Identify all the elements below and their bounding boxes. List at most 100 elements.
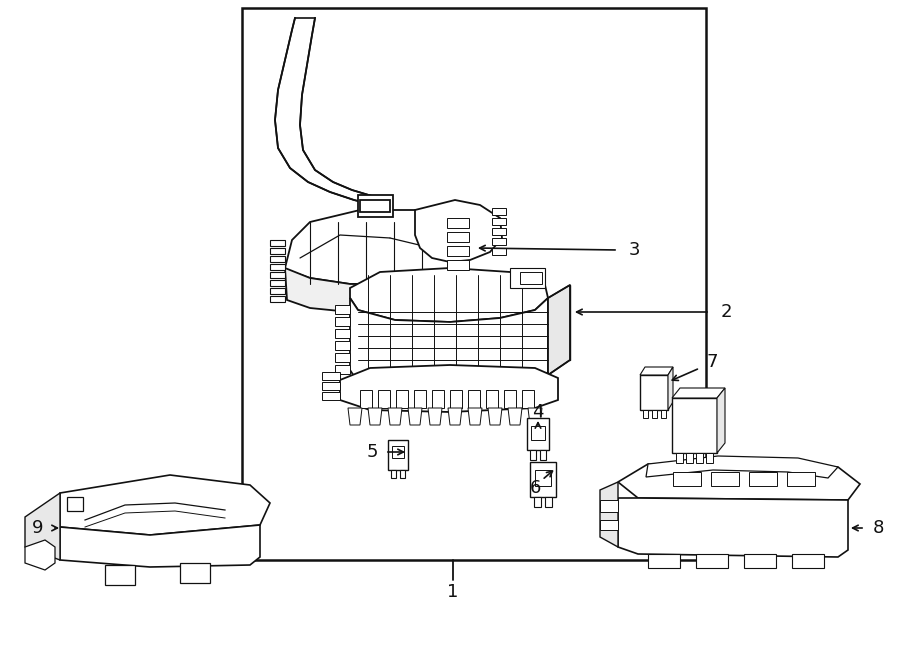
Bar — [322, 382, 340, 390]
Bar — [447, 232, 469, 242]
Polygon shape — [180, 563, 210, 583]
Bar — [492, 238, 506, 245]
Polygon shape — [335, 341, 350, 350]
Polygon shape — [488, 408, 502, 425]
Polygon shape — [275, 18, 390, 205]
Polygon shape — [25, 540, 55, 570]
Bar — [270, 296, 285, 302]
Polygon shape — [335, 353, 350, 362]
Polygon shape — [396, 390, 408, 408]
Polygon shape — [640, 375, 668, 410]
Text: 9: 9 — [32, 519, 44, 537]
Polygon shape — [600, 482, 618, 547]
Polygon shape — [528, 408, 542, 425]
Bar — [270, 240, 285, 246]
Polygon shape — [60, 475, 270, 535]
Polygon shape — [640, 367, 673, 375]
Bar — [447, 218, 469, 228]
Bar — [360, 200, 390, 212]
Polygon shape — [368, 408, 382, 425]
Bar — [711, 472, 739, 486]
Polygon shape — [335, 365, 350, 374]
Polygon shape — [428, 408, 442, 425]
Polygon shape — [335, 305, 350, 314]
Bar — [673, 472, 701, 486]
Polygon shape — [60, 525, 260, 567]
Polygon shape — [378, 390, 390, 408]
Bar — [545, 497, 552, 507]
Polygon shape — [508, 408, 522, 425]
Bar — [744, 554, 776, 568]
Bar — [447, 246, 469, 256]
Text: 8: 8 — [872, 519, 884, 537]
Text: 4: 4 — [532, 403, 544, 421]
Polygon shape — [527, 418, 549, 450]
Bar — [270, 280, 285, 286]
Polygon shape — [348, 408, 362, 425]
Bar — [661, 410, 666, 418]
Polygon shape — [432, 390, 444, 408]
Polygon shape — [618, 464, 860, 500]
Polygon shape — [335, 329, 350, 338]
Bar — [535, 470, 551, 486]
Bar — [270, 272, 285, 278]
Bar — [270, 288, 285, 294]
Polygon shape — [285, 265, 472, 312]
Bar — [531, 426, 545, 440]
Bar — [322, 392, 340, 400]
Bar — [696, 554, 728, 568]
Polygon shape — [668, 367, 673, 410]
Polygon shape — [468, 408, 482, 425]
Polygon shape — [388, 440, 408, 470]
Bar — [540, 450, 546, 460]
Bar — [600, 520, 618, 530]
Bar — [600, 500, 618, 512]
Text: 5: 5 — [366, 443, 378, 461]
Polygon shape — [360, 390, 372, 408]
Polygon shape — [522, 390, 534, 408]
Bar — [676, 453, 683, 463]
Polygon shape — [388, 408, 402, 425]
Bar — [652, 410, 657, 418]
Bar — [270, 248, 285, 254]
Polygon shape — [618, 498, 848, 557]
Polygon shape — [646, 456, 838, 478]
Polygon shape — [415, 200, 502, 262]
Bar — [447, 260, 469, 270]
Polygon shape — [285, 210, 472, 284]
Bar — [492, 228, 506, 235]
Bar — [643, 410, 648, 418]
Polygon shape — [486, 390, 498, 408]
Polygon shape — [504, 390, 516, 408]
Bar — [242, 8, 706, 560]
Polygon shape — [672, 398, 717, 453]
Polygon shape — [414, 390, 426, 408]
Polygon shape — [530, 462, 556, 497]
Polygon shape — [25, 493, 60, 560]
Polygon shape — [468, 390, 480, 408]
Bar — [270, 264, 285, 270]
Bar — [520, 272, 542, 284]
Bar — [787, 472, 815, 486]
Bar — [400, 470, 405, 478]
Polygon shape — [717, 388, 725, 453]
Bar — [706, 453, 713, 463]
Polygon shape — [448, 408, 462, 425]
Text: 1: 1 — [447, 583, 459, 601]
Polygon shape — [672, 388, 725, 398]
Bar — [492, 208, 506, 215]
Polygon shape — [340, 365, 558, 412]
Polygon shape — [350, 268, 548, 322]
Bar — [67, 497, 83, 511]
Bar — [358, 195, 393, 217]
Text: 6: 6 — [529, 479, 541, 497]
Bar — [792, 554, 824, 568]
Text: 7: 7 — [706, 353, 718, 371]
Bar — [492, 218, 506, 225]
Text: 3: 3 — [628, 241, 640, 259]
Bar — [696, 453, 703, 463]
Bar — [322, 372, 340, 380]
Bar — [392, 446, 404, 458]
Bar — [391, 470, 396, 478]
Polygon shape — [335, 317, 350, 326]
